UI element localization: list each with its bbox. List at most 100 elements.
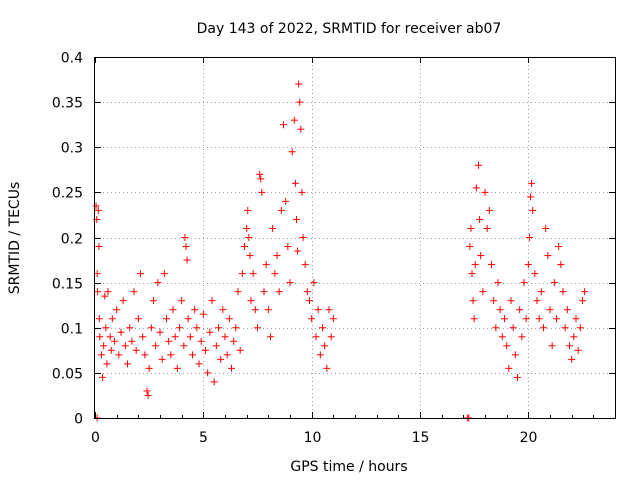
data-point (124, 360, 131, 368)
data-point (154, 279, 162, 287)
data-point (232, 324, 240, 332)
data-point (496, 306, 504, 314)
data-point (494, 279, 502, 287)
data-point (186, 333, 194, 341)
data-point (152, 342, 160, 350)
data-point (221, 333, 229, 341)
data-point (329, 315, 337, 323)
data-point (128, 337, 136, 345)
data-point (167, 351, 175, 359)
data-point (557, 261, 565, 269)
data-point (251, 306, 259, 314)
data-point (518, 333, 526, 341)
data-point (306, 297, 313, 305)
data-point (176, 324, 183, 332)
data-point (141, 351, 149, 359)
data-point (108, 315, 116, 323)
y-tick-label: 0 (74, 412, 83, 428)
data-point (113, 306, 121, 314)
data-point (181, 234, 189, 241)
data-point (184, 315, 192, 323)
data-point (490, 297, 498, 305)
x-tick-label: 20 (520, 430, 538, 446)
data-point (516, 306, 524, 314)
data-point (466, 243, 474, 251)
data-point (219, 306, 227, 314)
data-point (137, 270, 144, 278)
data-point (115, 351, 123, 359)
data-point (245, 234, 253, 241)
grid-layer (95, 57, 615, 418)
data-point (143, 387, 151, 395)
data-point (476, 215, 484, 223)
data-point (323, 364, 331, 372)
data-point (134, 315, 142, 323)
data-point (126, 324, 134, 332)
data-point (581, 288, 589, 296)
data-point (241, 243, 248, 251)
data-point (173, 364, 181, 372)
data-point (314, 306, 322, 314)
data-point (111, 337, 118, 345)
data-point (576, 324, 584, 332)
data-point (202, 346, 209, 354)
data-point (99, 373, 107, 381)
data-point (264, 306, 272, 314)
data-point (178, 297, 186, 305)
data-point (295, 80, 303, 88)
data-point (257, 175, 265, 183)
data-point (498, 333, 506, 341)
data-point (247, 297, 255, 305)
data-point (321, 342, 329, 350)
data-point (119, 297, 127, 305)
data-point (301, 261, 309, 269)
chart-title: Day 143 of 2022, SRMTID for receiver ab0… (197, 21, 502, 37)
data-point (145, 364, 153, 372)
data-point (296, 98, 304, 106)
data-point (210, 378, 218, 386)
data-point (95, 243, 103, 251)
data-point (256, 170, 264, 178)
data-point (130, 288, 138, 296)
data-point (121, 342, 129, 350)
data-point (483, 224, 491, 232)
data-point (481, 188, 489, 196)
data-point (546, 306, 554, 314)
y-tick-label: 0.2 (61, 232, 83, 248)
data-point (514, 373, 521, 381)
points-layer (92, 80, 589, 422)
data-point (249, 270, 257, 278)
data-point (258, 188, 266, 196)
data-point (472, 184, 480, 192)
data-point (228, 364, 235, 372)
data-point (94, 206, 102, 214)
data-point (507, 297, 515, 305)
data-point (277, 206, 285, 214)
data-point (182, 243, 190, 251)
data-point (225, 315, 233, 323)
data-point (468, 270, 476, 278)
data-point (540, 324, 547, 332)
data-point (102, 324, 110, 332)
data-point (230, 337, 238, 345)
data-point (485, 206, 493, 214)
data-point (260, 288, 268, 296)
data-point (574, 346, 582, 354)
data-point (180, 342, 188, 350)
data-point (243, 224, 251, 232)
data-point (566, 342, 573, 350)
data-point (293, 215, 300, 223)
data-point (469, 297, 477, 305)
data-point (262, 261, 270, 269)
y-tick-label: 0.1 (61, 322, 83, 338)
data-point (212, 342, 220, 350)
data-point (531, 270, 539, 278)
data-point (509, 324, 517, 332)
y-tick-label: 0.15 (52, 277, 83, 293)
data-point (217, 355, 225, 363)
data-point (535, 315, 543, 323)
data-point (199, 310, 207, 318)
x-axis-label: GPS time / hours (290, 459, 407, 475)
y-tick-label: 0.35 (52, 96, 83, 112)
data-point (503, 342, 511, 350)
